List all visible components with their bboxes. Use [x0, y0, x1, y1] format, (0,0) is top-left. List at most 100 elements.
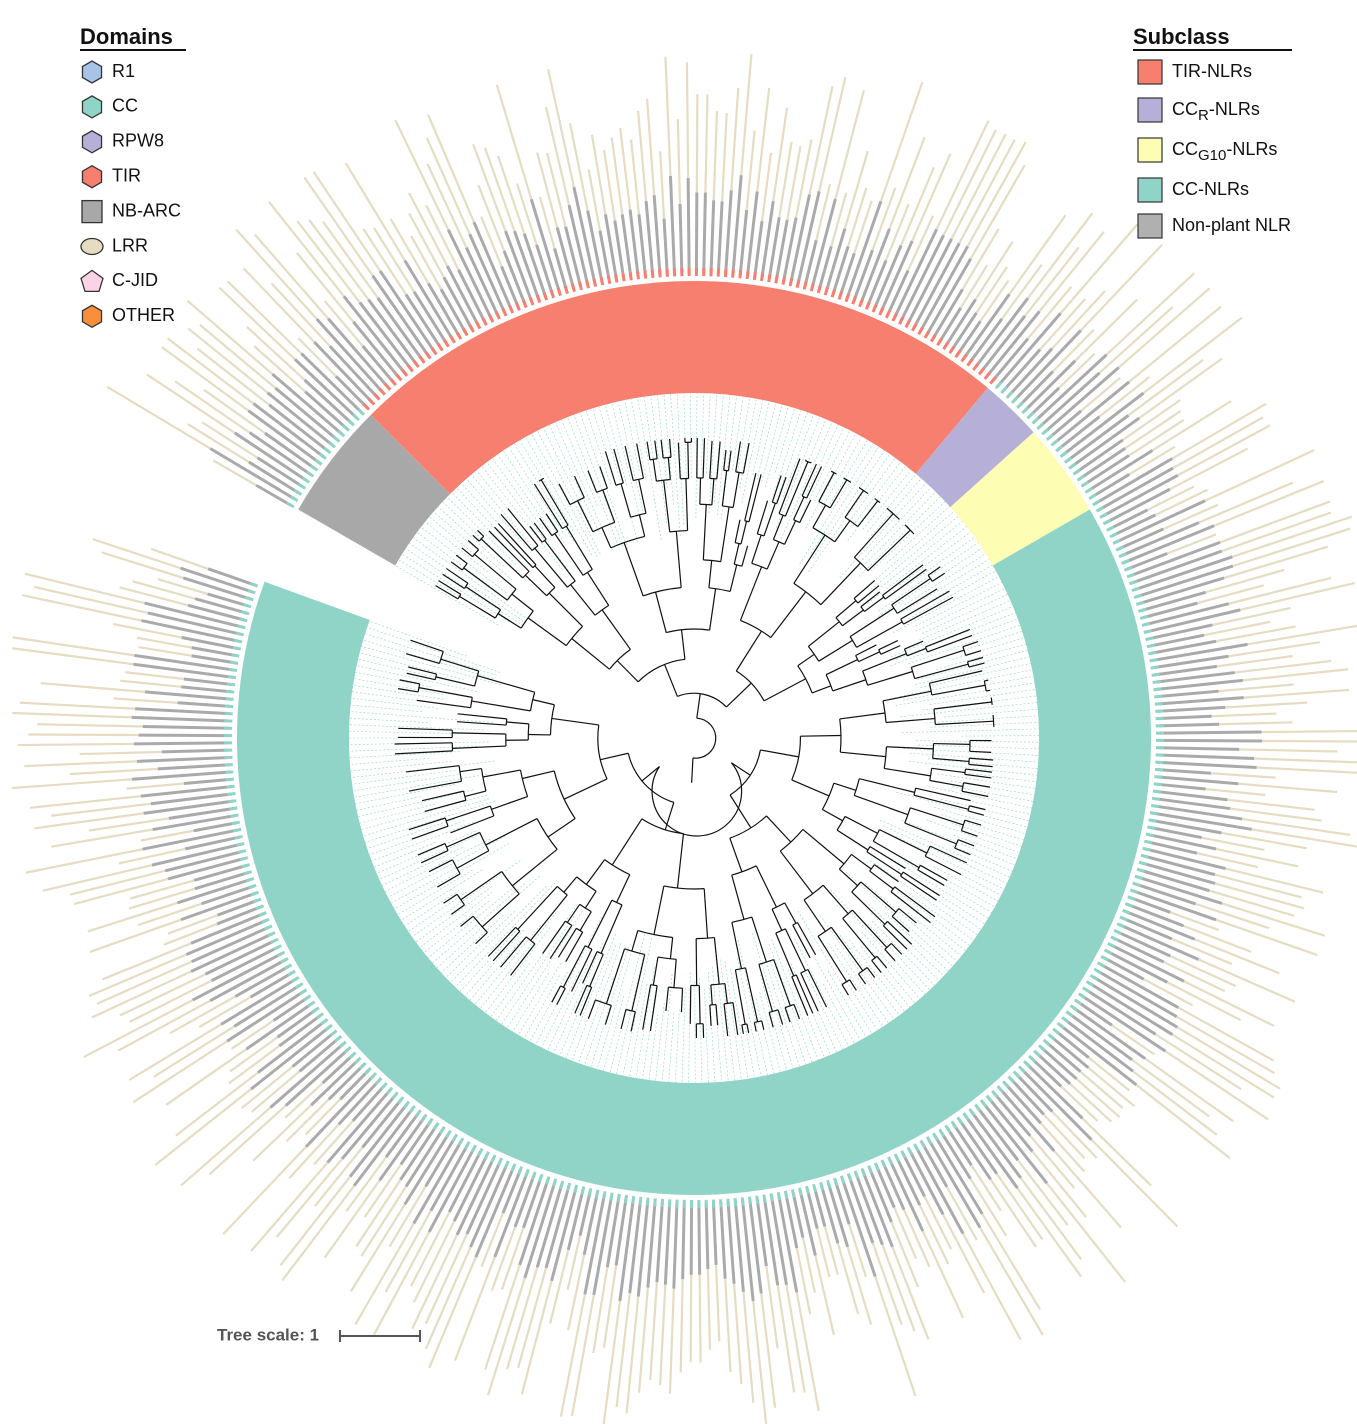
leaf-guide — [941, 814, 1024, 841]
domain-bar — [362, 402, 371, 411]
domain-bar — [245, 596, 254, 602]
domain-bar — [483, 1151, 490, 1160]
nbarc-bar — [1157, 768, 1211, 775]
domain-bar — [636, 271, 640, 280]
branch — [931, 684, 986, 696]
nbarc-bar — [1122, 916, 1173, 941]
branch — [465, 586, 501, 611]
nbarc-bar — [1158, 730, 1262, 735]
leaf-guide — [547, 964, 589, 1051]
branch — [931, 767, 966, 774]
branch-arc — [604, 859, 630, 876]
branch — [477, 675, 535, 693]
nbarc-bar — [1148, 833, 1217, 851]
branch — [709, 440, 713, 479]
nbarc-bar — [226, 989, 305, 1043]
domain-bar — [1081, 986, 1091, 994]
branch — [709, 588, 717, 631]
domain-bar — [781, 276, 786, 285]
nbarc-bar — [777, 1194, 799, 1293]
branch — [844, 815, 878, 834]
nbarc-bar — [1063, 1017, 1134, 1073]
nbarc-bar — [859, 228, 891, 305]
domain-bar — [805, 1185, 810, 1195]
label-part: CC — [1172, 139, 1198, 159]
branch — [898, 908, 917, 924]
domain-bar — [432, 1121, 440, 1131]
domain-bar — [552, 1178, 558, 1187]
branch — [886, 746, 934, 750]
nbarc-bar — [168, 806, 235, 820]
branch — [611, 818, 643, 866]
leaf-guide — [676, 393, 684, 525]
leaf-guide — [353, 774, 459, 792]
domain-bar — [609, 1192, 614, 1201]
nbarc-bar — [399, 1124, 438, 1181]
leaf-guide — [359, 652, 465, 680]
nbarc-bar — [193, 863, 248, 882]
branch — [398, 727, 453, 731]
leaf-guide — [794, 938, 849, 1047]
branch — [784, 928, 806, 971]
nbarc-bar — [582, 1192, 599, 1255]
branch — [733, 543, 740, 565]
leaf-guide — [714, 942, 729, 1082]
domain-bar — [864, 301, 871, 310]
leaf-guide — [765, 961, 800, 1067]
domain-bar — [853, 1170, 860, 1180]
leaf-guide — [537, 430, 601, 555]
nbarc-bar — [1111, 513, 1157, 537]
branch-arc — [551, 531, 559, 537]
nbarc-bar — [789, 194, 811, 284]
domain-bar — [334, 1035, 343, 1043]
nbarc-bar — [791, 1192, 805, 1238]
branch — [849, 979, 857, 991]
branch — [968, 662, 985, 668]
branch-arc — [722, 505, 734, 509]
branch — [860, 591, 881, 608]
branch — [394, 750, 453, 755]
branch-arc — [642, 587, 682, 597]
domain-bar — [1065, 1010, 1074, 1018]
branch-arc — [858, 967, 868, 975]
leaf-guide — [598, 406, 639, 543]
branch-arc — [529, 692, 536, 711]
nbarc-bar — [250, 1025, 331, 1091]
leaf-guide — [926, 819, 1020, 853]
branch — [418, 687, 473, 698]
branch-arc — [932, 743, 935, 759]
nbarc-bar — [872, 244, 903, 310]
branch — [900, 590, 950, 620]
branch — [463, 567, 508, 601]
domain-bar — [535, 294, 542, 304]
domain-bar — [400, 368, 409, 377]
domain-bar — [858, 298, 864, 308]
leaf-guide — [908, 624, 1021, 665]
domain-bar — [1154, 767, 1164, 772]
label-part: CC-NLRs — [1172, 179, 1249, 199]
branch-arc — [836, 816, 846, 831]
leaf-guide — [616, 955, 645, 1075]
leaf-guide — [933, 866, 999, 902]
branch — [964, 819, 982, 826]
nbarc-bar — [1145, 847, 1226, 870]
leaf-guide — [409, 542, 527, 624]
branch — [793, 1004, 801, 1020]
nbarc-bar — [1101, 474, 1179, 518]
branch-arc — [677, 692, 727, 708]
nbarc-bar — [204, 939, 277, 976]
nbarc-bar — [403, 1132, 451, 1206]
nbarc-bar — [550, 1187, 578, 1282]
branch — [755, 865, 777, 908]
nbarc-bar — [1025, 1062, 1084, 1120]
branch-arc — [417, 683, 421, 693]
branch-arc — [874, 498, 881, 504]
domain-bar — [919, 1139, 927, 1149]
branch-arc — [458, 765, 463, 782]
domain-bar — [283, 963, 293, 971]
nbarc-bar — [348, 1102, 409, 1178]
branch — [911, 649, 965, 668]
branch — [965, 650, 982, 656]
domain-bar — [1115, 545, 1124, 552]
branch — [442, 573, 465, 589]
